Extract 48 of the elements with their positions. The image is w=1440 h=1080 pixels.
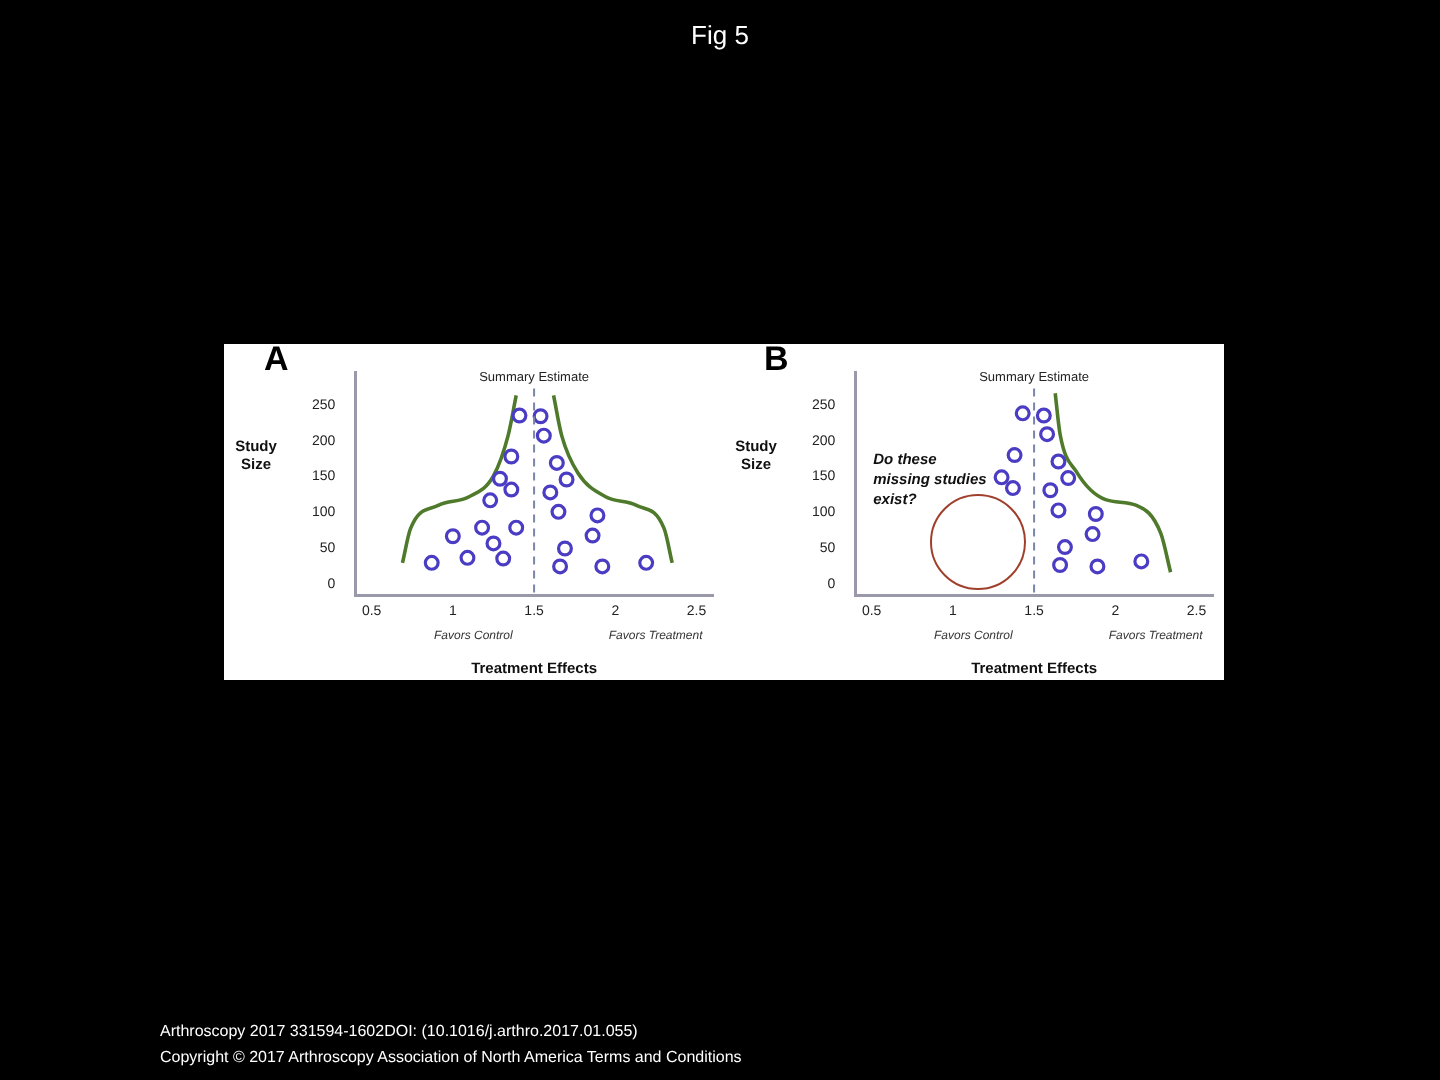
point <box>1050 453 1067 470</box>
point <box>556 540 573 557</box>
point <box>532 408 549 425</box>
point <box>584 527 601 544</box>
point <box>1004 480 1021 497</box>
point <box>594 558 611 575</box>
point <box>511 407 528 424</box>
point <box>993 469 1010 486</box>
chart-title: B <box>764 340 789 379</box>
text: Copyright © 2017 Arthroscopy Association of North America Terms and Conditions <box>160 1046 742 1070</box>
line-series <box>551 393 674 565</box>
point <box>485 535 502 552</box>
point <box>542 484 559 501</box>
point <box>638 554 655 571</box>
point <box>535 427 552 444</box>
point <box>589 507 606 524</box>
point <box>1035 407 1052 424</box>
point <box>508 519 525 536</box>
point <box>552 558 569 575</box>
point <box>548 454 565 471</box>
point <box>423 554 440 571</box>
point <box>482 492 499 509</box>
point <box>1039 426 1056 443</box>
point <box>1014 405 1031 422</box>
point <box>1052 557 1069 574</box>
point <box>459 549 476 566</box>
point <box>495 550 512 567</box>
line-series <box>1053 391 1173 574</box>
point <box>1084 526 1101 543</box>
point <box>503 481 520 498</box>
point <box>444 528 461 545</box>
text: Arthroscopy 2017 331594-1602DOI: (10.1016/j.arthro.2017.01.055) <box>160 1020 640 1044</box>
point <box>1089 558 1106 575</box>
point <box>1042 482 1059 499</box>
point <box>503 448 520 465</box>
point <box>1056 539 1073 556</box>
point <box>491 470 508 487</box>
point <box>1060 470 1077 487</box>
point <box>550 503 567 520</box>
point <box>1050 502 1067 519</box>
point <box>1133 553 1150 570</box>
text: Fig 5 <box>689 20 751 50</box>
point <box>1006 447 1023 464</box>
chart-title: A <box>264 340 289 379</box>
line-series <box>400 393 519 565</box>
point <box>1087 505 1104 522</box>
point <box>474 519 491 536</box>
point <box>558 471 575 488</box>
